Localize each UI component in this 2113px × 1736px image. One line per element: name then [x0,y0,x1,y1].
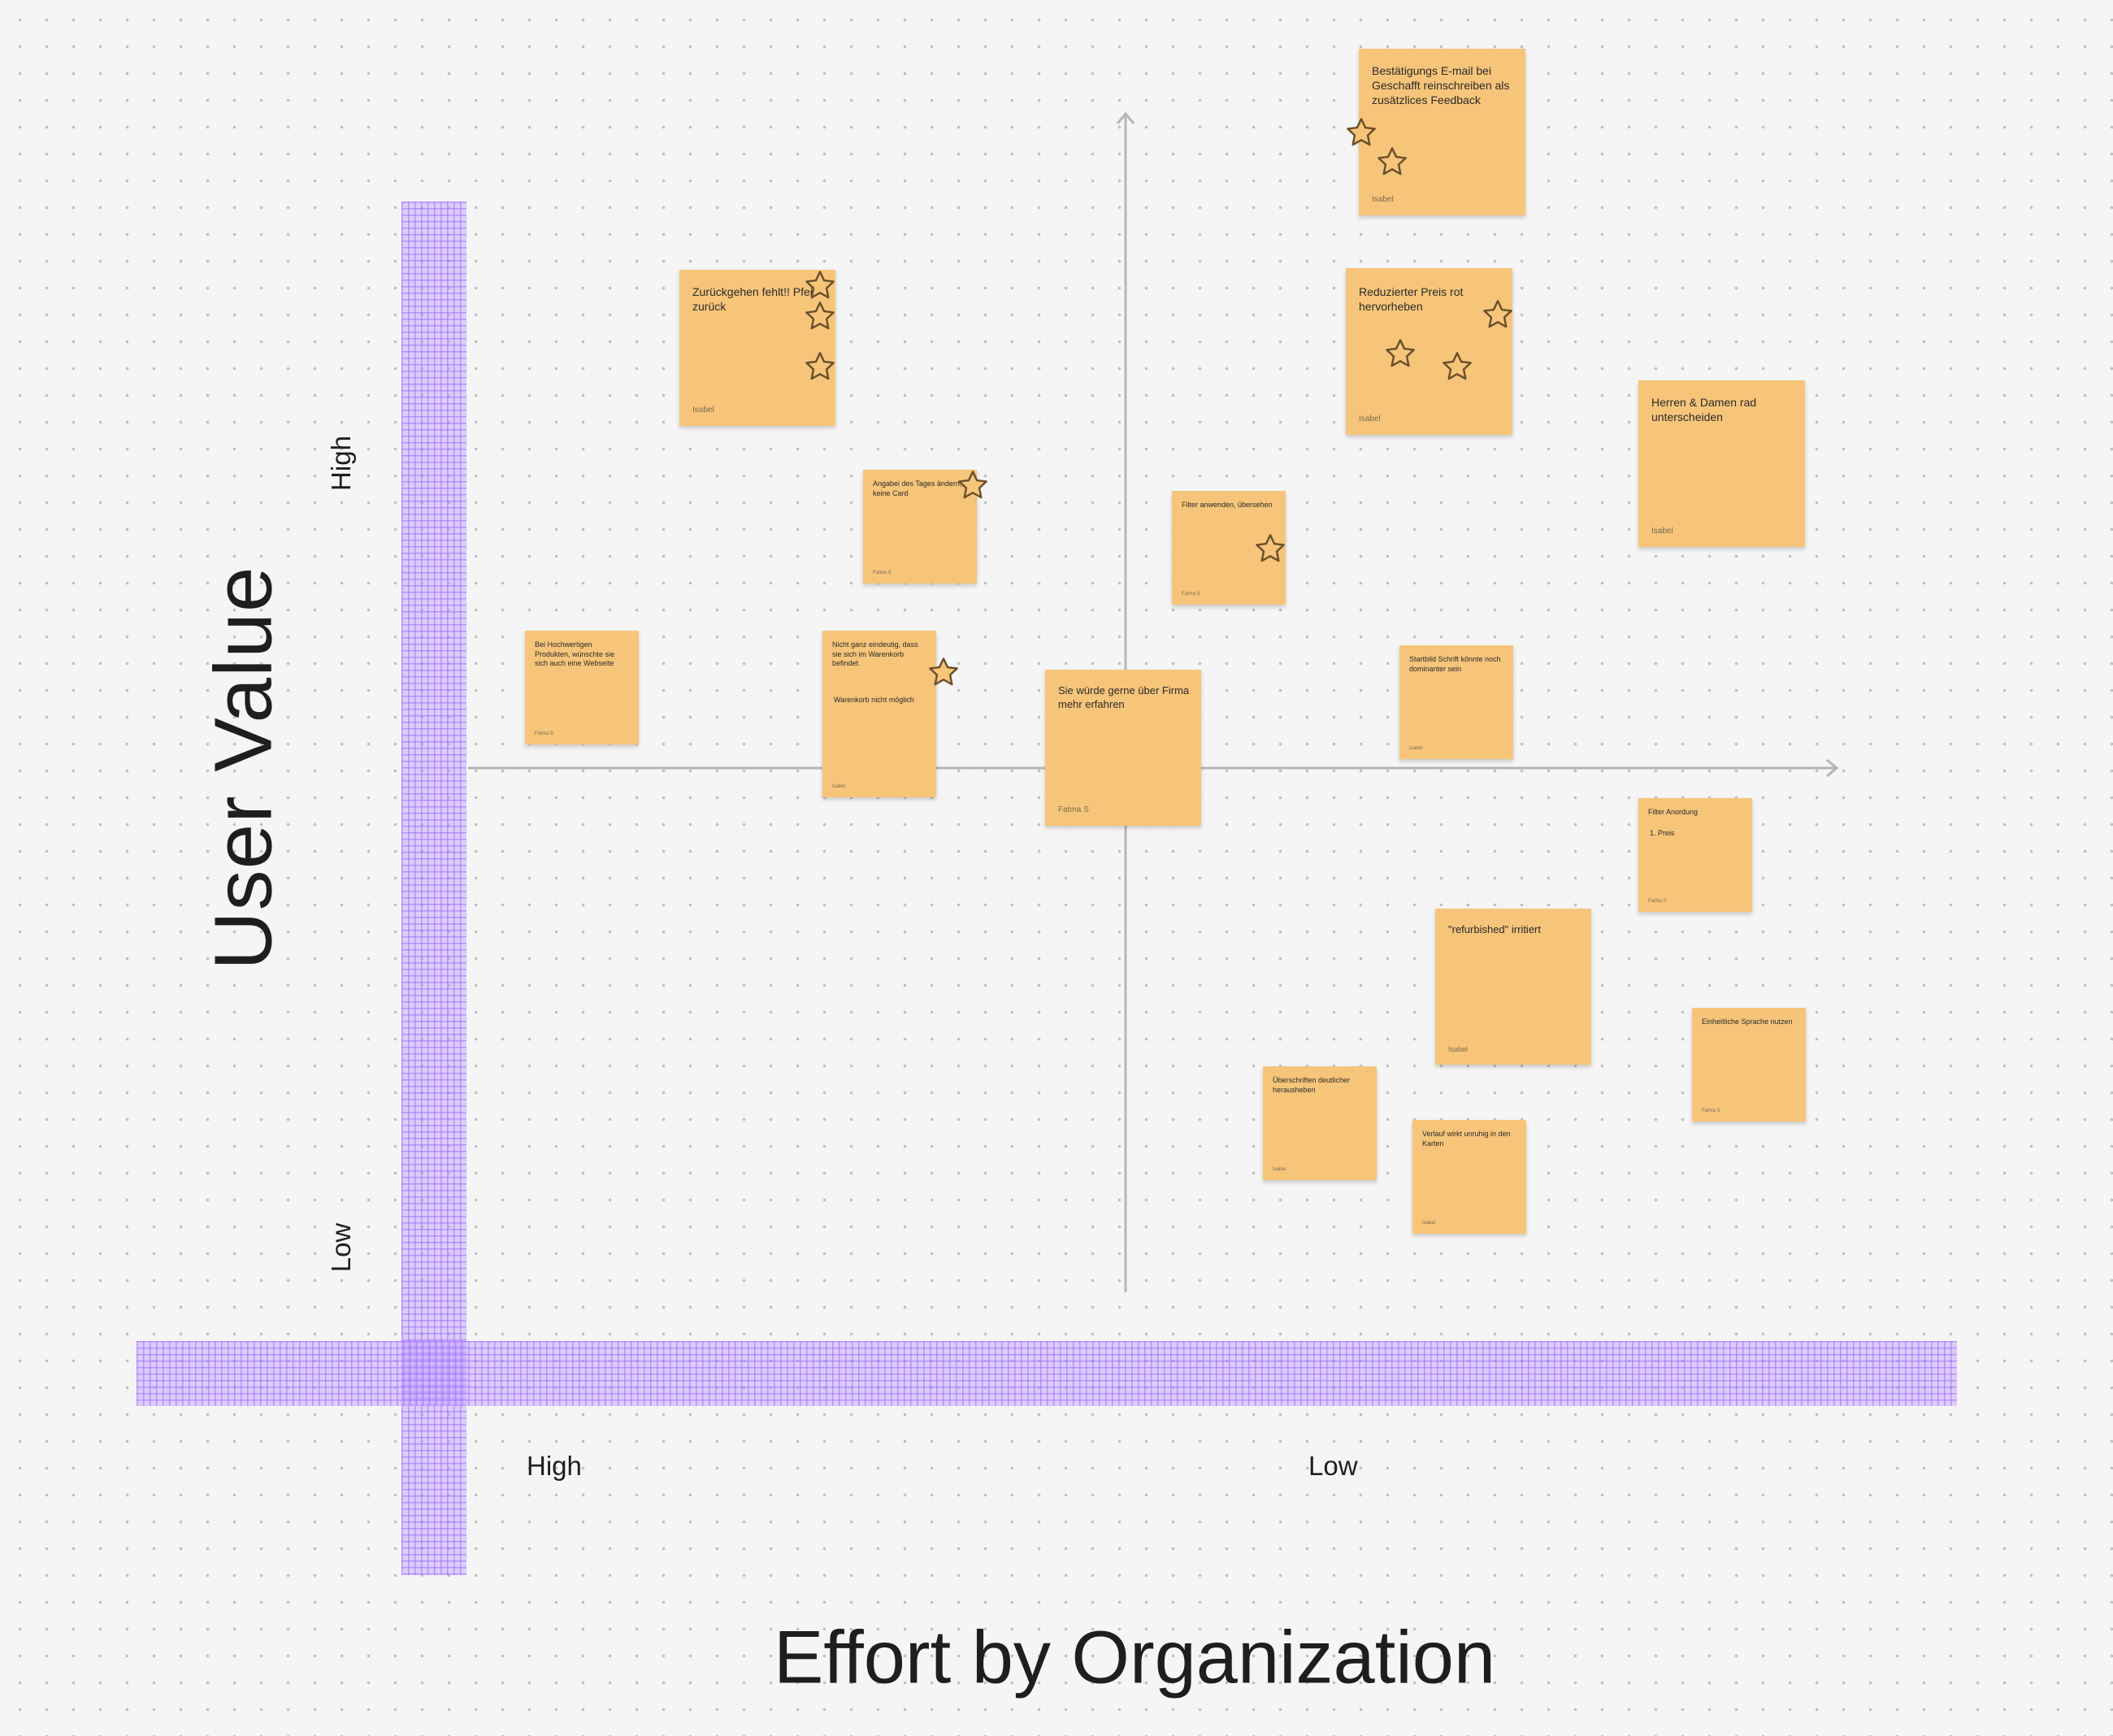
star-icon[interactable] [926,655,961,689]
sticky-note-text: Startbild Schrift könnte noch dominanter… [1409,655,1501,673]
star-icon[interactable] [1481,297,1515,332]
sticky-note-text: "refurbished" irritiert [1448,923,1541,935]
sticky-note-back-button[interactable]: Zurückgehen fehlt!! Pfeil zurück Isabel [679,270,835,426]
sticky-note-text: Einheitliche Sprache nutzen [1702,1018,1793,1026]
star-icon[interactable] [803,349,837,384]
sticky-note-high-value-products[interactable]: Bei Hochwertigen Produkten, wünschte sie… [525,631,639,744]
star-icon[interactable] [1375,145,1409,179]
star-icon[interactable] [1383,336,1417,371]
star-icon[interactable] [803,268,837,302]
sticky-note-text: Verlauf wirkt unruhig in den Karten [1422,1130,1511,1148]
sticky-note-gradient-cards[interactable]: Verlauf wirkt unruhig in den Karten Isab… [1412,1120,1526,1234]
y-axis-low-label: Low [326,1222,356,1273]
sticky-note-text-secondary: Warenkorb nicht möglich [834,696,914,704]
star-icon[interactable] [956,468,990,502]
vertical-axis-arrow [1116,111,1135,124]
x-axis-title: Effort by Organization [773,1616,1496,1699]
star-icon[interactable] [1253,532,1287,566]
sticky-note-text: Angabei des Tages ändern, keine Card [873,480,962,497]
sticky-note-author: Fatma S [1648,899,1667,904]
sticky-note-men-women-bike[interactable]: Herren & Damen rad unterscheiden Isabel [1638,380,1805,547]
sticky-note-author: Fatma S [1702,1109,1720,1113]
sticky-note-text: Zurückgehen fehlt!! Pfeil zurück [692,285,815,314]
sticky-note-author: Isabel [1372,195,1394,204]
sticky-note-reduced-price[interactable]: Reduzierter Preis rot hervorheben Isabel [1346,268,1512,435]
horizontal-axis-arrow [1826,758,1839,778]
sticky-note-text: Sie würde gerne über Firma mehr erfahren [1058,684,1190,710]
sticky-note-filter-order[interactable]: Filter Anordung 1. Preis Fatma S [1638,798,1752,912]
sticky-note-author: Isabel [1359,414,1381,423]
sticky-note-author: Fatma S [1182,592,1200,597]
sticky-note-author: Fatma S [873,571,892,575]
sticky-note-refurbished[interactable]: "refurbished" irritiert Isabel [1435,909,1591,1065]
sticky-note-author: Fatma S [535,731,553,736]
sticky-note-author: Isabel [1409,746,1423,751]
sticky-note-text: Filter Anordung [1648,808,1699,816]
sticky-note-company-info[interactable]: Sie würde gerne über Firma mehr erfahren… [1045,670,1201,826]
star-icon[interactable] [1344,115,1378,150]
sticky-note-author: Isabel [1651,527,1673,536]
sticky-note-author: Isabel [1448,1045,1469,1053]
star-icon[interactable] [803,299,837,333]
sticky-note-consistent-language[interactable]: Einheitliche Sprache nutzen Fatma S [1692,1008,1806,1122]
star-icon[interactable] [1440,349,1474,384]
sticky-note-start-image-font[interactable]: Startbild Schrift könnte noch dominanter… [1399,645,1513,759]
sticky-note-text-secondary: 1. Preis [1650,829,1675,837]
sticky-note-text: Nicht ganz eindeutig, dass sie sich im W… [832,640,918,668]
sticky-note-text: Herren & Damen rad unterscheiden [1651,396,1757,424]
sticky-note-author: Fatma S [1058,805,1089,814]
sticky-note-text: Überschriften deutlicher herausheben [1273,1076,1351,1094]
sticky-note-author: Isabel [832,784,846,789]
x-axis-high-label: High [527,1451,582,1481]
x-axis-low-label: Low [1308,1451,1358,1481]
sticky-note-text: Reduzierter Preis rot hervorheben [1359,285,1464,314]
y-axis-high-label: High [326,436,356,491]
sticky-note-text: Filter anwenden, übersehen [1182,501,1273,509]
sticky-note-cart-unclear[interactable]: Nicht ganz eindeutig, dass sie sich im W… [822,631,936,797]
sticky-note-author: Isabel [1422,1221,1436,1226]
sticky-note-text: Bestätigungs E-mail bei Geschafft reinsc… [1372,64,1510,107]
y-axis-title: User Value [197,566,289,970]
sticky-note-author: Isabel [1273,1167,1286,1172]
sticky-note-daily-offer[interactable]: Angabei des Tages ändern, keine Card Fat… [863,470,977,584]
sticky-note-author: Isabel [692,406,714,414]
washi-tape-horizontal [137,1341,1957,1406]
sticky-note-confirmation-email[interactable]: Bestätigungs E-mail bei Geschafft reinsc… [1359,49,1525,215]
sticky-note-headings[interactable]: Überschriften deutlicher herausheben Isa… [1263,1066,1377,1180]
sticky-note-text: Bei Hochwertigen Produkten, wünschte sie… [535,640,615,668]
